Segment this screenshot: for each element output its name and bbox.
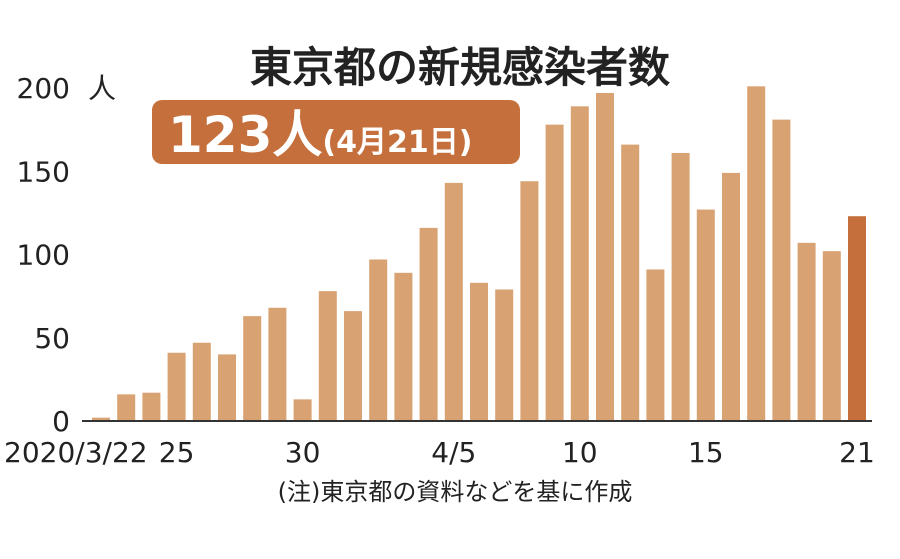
x-tick-label: 4/5 (431, 436, 476, 469)
bar-4/8 (520, 181, 539, 421)
y-tick-label: 50 (34, 322, 70, 355)
bar-3/29 (268, 307, 287, 421)
source-note: (注)東京都の資料などを基に作成 (278, 478, 633, 506)
bar-3/30 (293, 399, 312, 421)
y-tick-label: 150 (17, 155, 70, 188)
x-tick-label: 10 (562, 436, 598, 469)
x-axis: 2020/3/22 25 30 4/5 10 15 21 (4, 436, 875, 469)
bar-4/17 (747, 86, 766, 422)
x-tick-label: 25 (159, 436, 195, 469)
bar-4/19 (797, 242, 816, 421)
x-tick-label: 2020/3/22 (4, 436, 148, 469)
y-tick-label: 0 (52, 405, 70, 438)
bar-4/18 (772, 119, 791, 421)
highlight-date: (4月21日) (322, 125, 472, 160)
bar-3/28 (243, 316, 262, 421)
bar-4/6 (470, 282, 488, 421)
x-tick-label: 15 (688, 436, 724, 469)
x-tick-label: 30 (285, 436, 321, 469)
bar-3/22 (92, 417, 110, 421)
bar-3/31 (318, 291, 337, 421)
highlight-text: 123人(4月21日) (168, 106, 472, 164)
bars (92, 86, 866, 422)
bar-4/1 (344, 311, 362, 421)
bar-4/4 (419, 227, 438, 421)
bar-4/20 (822, 251, 841, 421)
bar-4/12 (621, 144, 640, 422)
highlight-value: 123人 (168, 106, 322, 164)
bar-3/23 (117, 394, 136, 421)
bar-4/9 (545, 124, 564, 421)
bar-4/15 (696, 209, 715, 421)
y-axis: 0 50 100 150 200 (17, 72, 70, 438)
bar-4/2 (369, 259, 388, 421)
chart-title: 東京都の新規感染者数 (250, 43, 670, 92)
y-unit-label: 人 (88, 72, 116, 105)
bar-4/5 (444, 182, 463, 421)
y-tick-label: 200 (17, 72, 70, 105)
y-tick-label: 100 (17, 239, 70, 272)
bar-3/24 (142, 392, 161, 421)
bar-4/16 (722, 172, 740, 421)
bar-3/26 (192, 342, 211, 421)
bar-4/3 (394, 272, 413, 421)
bar-4/10 (570, 106, 589, 421)
x-tick-label: 21 (839, 436, 875, 469)
bar-4/14 (671, 152, 690, 421)
bar-4/13 (646, 269, 665, 421)
highlight-badge (152, 100, 520, 164)
bar-3/25 (167, 352, 186, 421)
bar-4/21 (848, 216, 866, 421)
bar-4/7 (495, 289, 514, 421)
bar-3/27 (218, 354, 236, 421)
bar-4/11 (596, 92, 614, 422)
